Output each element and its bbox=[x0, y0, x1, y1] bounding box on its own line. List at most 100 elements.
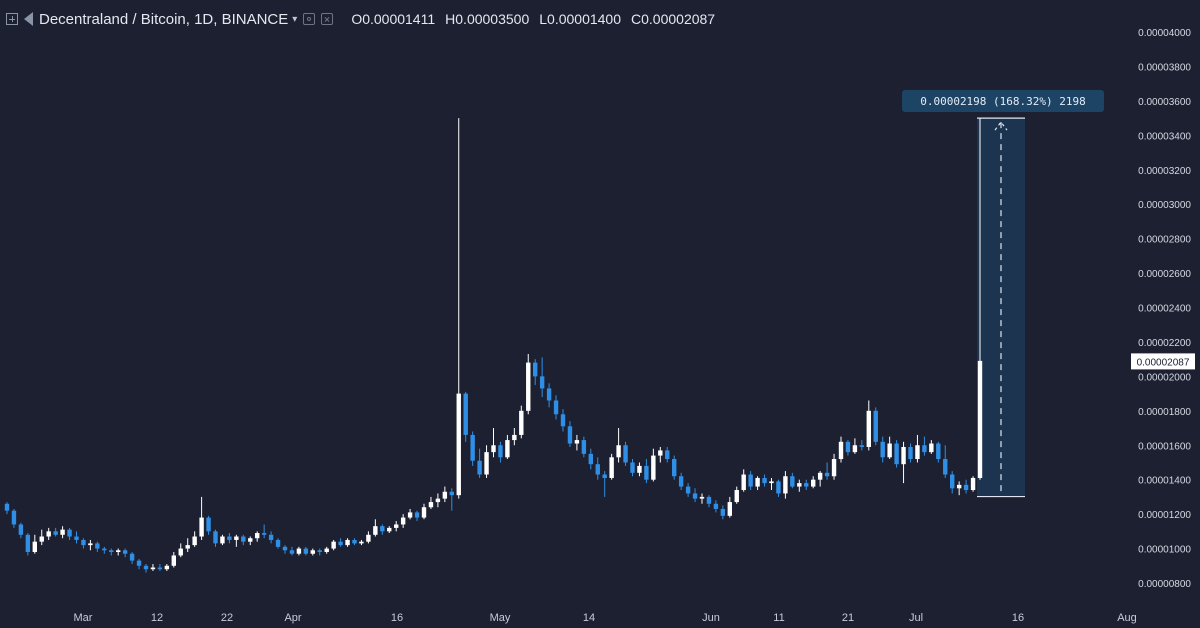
candle-body bbox=[289, 550, 295, 554]
candle-body bbox=[394, 524, 399, 528]
candle bbox=[672, 455, 677, 480]
candle-body bbox=[143, 565, 149, 570]
candle-body bbox=[595, 464, 600, 475]
candle bbox=[449, 488, 454, 511]
price-axis[interactable]: 0.00004000 0.00003800 0.00003600 0.00003400… bbox=[1131, 28, 1195, 590]
candle bbox=[783, 471, 788, 499]
candle bbox=[637, 462, 642, 477]
candle bbox=[519, 405, 524, 439]
price-tick-label: 0.00002400 bbox=[1138, 304, 1191, 315]
candle-body bbox=[359, 541, 364, 544]
candle-body bbox=[11, 510, 17, 525]
candle-body bbox=[838, 441, 844, 460]
measure-label: 0.00002198 (168.32%) 2198 bbox=[920, 95, 1086, 108]
candle-body bbox=[922, 445, 927, 453]
candle bbox=[963, 479, 969, 494]
candle-body bbox=[963, 484, 969, 491]
candle bbox=[505, 434, 510, 460]
candle bbox=[887, 436, 892, 460]
candle bbox=[241, 534, 246, 546]
candle-body bbox=[567, 426, 573, 444]
candle bbox=[956, 481, 962, 496]
price-tick-label: 0.00002600 bbox=[1138, 269, 1191, 280]
candle-body bbox=[824, 472, 830, 477]
candle bbox=[526, 353, 531, 415]
candle-body bbox=[720, 508, 726, 516]
candle-body bbox=[234, 536, 239, 540]
candle bbox=[616, 428, 621, 463]
candle bbox=[102, 546, 107, 554]
candle bbox=[769, 477, 774, 491]
candle-body bbox=[637, 465, 642, 473]
candle bbox=[275, 538, 281, 549]
close-icon[interactable] bbox=[321, 13, 334, 25]
candle-body bbox=[908, 446, 913, 460]
candle bbox=[831, 453, 837, 480]
candle bbox=[866, 400, 871, 451]
candle-body bbox=[658, 450, 663, 456]
candle bbox=[310, 548, 315, 556]
chevron-down-icon[interactable]: ▾ bbox=[292, 13, 298, 25]
chart-header: Decentraland / Bitcoin, 1D, BINANCE ▾ O0… bbox=[6, 8, 715, 30]
candle-body bbox=[616, 445, 621, 458]
candle-body bbox=[241, 536, 246, 542]
candle-body bbox=[956, 484, 962, 489]
candle bbox=[122, 548, 128, 558]
candle bbox=[95, 541, 100, 553]
candle bbox=[977, 118, 983, 480]
candle bbox=[727, 496, 732, 518]
flag-icon[interactable] bbox=[24, 12, 33, 26]
candle-body bbox=[116, 550, 121, 553]
candle bbox=[261, 524, 267, 539]
ohlc-low: L0.00001400 bbox=[539, 11, 621, 27]
candle bbox=[859, 440, 865, 451]
candle-body bbox=[18, 524, 24, 535]
candle bbox=[317, 548, 322, 556]
candle-body bbox=[199, 517, 204, 537]
symbol-title[interactable]: Decentraland / Bitcoin, 1D, BINANCE bbox=[39, 10, 289, 28]
candle bbox=[824, 462, 830, 480]
candle-body bbox=[553, 400, 559, 415]
candle bbox=[845, 440, 851, 456]
candle bbox=[296, 546, 302, 556]
candle-body bbox=[741, 474, 746, 491]
candle bbox=[720, 505, 726, 520]
candle-body bbox=[67, 529, 72, 537]
eye-icon[interactable] bbox=[303, 13, 316, 25]
candle bbox=[588, 448, 593, 470]
ohlc-open: O0.00001411 bbox=[351, 11, 436, 27]
candle-body bbox=[324, 548, 329, 553]
candle-body bbox=[373, 526, 378, 535]
candle-body bbox=[352, 539, 357, 544]
time-axis[interactable]: Mar 12 22 Apr 16 May 14 Jun 11 21 Jul 16 Aug bbox=[74, 612, 1137, 624]
candle-body bbox=[275, 539, 281, 547]
candle-body bbox=[213, 531, 218, 544]
candle bbox=[623, 441, 628, 466]
plus-icon[interactable] bbox=[6, 13, 18, 25]
candle bbox=[255, 531, 260, 542]
candle bbox=[838, 436, 844, 463]
candle-body bbox=[407, 512, 413, 518]
date-tick-label: 12 bbox=[151, 612, 163, 624]
candle-body bbox=[950, 474, 955, 489]
candle bbox=[428, 496, 434, 509]
candle-body bbox=[970, 477, 976, 491]
candle bbox=[463, 391, 468, 442]
candle bbox=[164, 564, 170, 571]
current-price-tag bbox=[1131, 353, 1195, 370]
candle-body bbox=[651, 455, 656, 480]
candle bbox=[109, 548, 114, 556]
candle bbox=[748, 471, 753, 491]
candle bbox=[268, 531, 274, 544]
candle bbox=[25, 533, 31, 556]
candle bbox=[734, 486, 739, 504]
candle bbox=[220, 534, 225, 546]
candle-body bbox=[887, 443, 892, 458]
candle-body bbox=[25, 534, 31, 553]
candle bbox=[136, 558, 142, 570]
candle-body bbox=[644, 465, 649, 480]
current-price-label: 0.00002087 bbox=[1137, 357, 1190, 368]
measure-range-box[interactable] bbox=[977, 118, 1025, 497]
date-tick-label: 21 bbox=[842, 612, 854, 624]
